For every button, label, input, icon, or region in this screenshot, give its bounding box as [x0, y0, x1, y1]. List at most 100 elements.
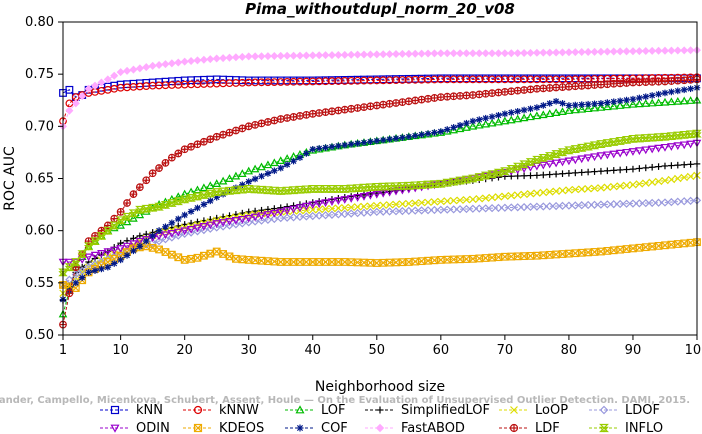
- legend-marker: [375, 423, 385, 433]
- data-point-ldf: [199, 137, 208, 146]
- data-point-kdeos: [635, 243, 644, 252]
- data-point-ldof: [686, 196, 695, 205]
- data-point-fastabod: [295, 51, 304, 60]
- data-point-loop: [597, 184, 605, 192]
- data-point-odin: [289, 205, 298, 214]
- data-point-fastabod: [635, 47, 644, 56]
- data-point-inflo: [628, 134, 638, 144]
- data-point-lof: [590, 103, 599, 112]
- data-point-lof: [218, 176, 228, 185]
- data-point-lof: [673, 96, 683, 105]
- data-point-fastabod: [199, 55, 208, 64]
- data-point-cof: [655, 90, 662, 98]
- data-point-inflo: [250, 185, 260, 194]
- data-point-cof: [540, 102, 547, 109]
- data-point-ldf: [417, 95, 426, 104]
- series-fastabod: [58, 46, 702, 131]
- legend-item-lof: LOF: [285, 403, 346, 418]
- data-point-cof: [533, 104, 541, 111]
- data-point-ldof: [596, 200, 606, 209]
- data-point-ldof: [263, 215, 273, 224]
- data-point-fastabod: [244, 52, 253, 61]
- data-point-loop: [616, 182, 624, 190]
- data-point-inflo: [295, 185, 305, 195]
- data-point-cof: [597, 100, 605, 107]
- data-point-cof: [130, 247, 137, 255]
- data-point-fastabod: [603, 47, 612, 56]
- data-point-loop: [629, 181, 637, 189]
- data-point-kdeos: [366, 258, 375, 267]
- data-point-kdeos: [392, 258, 400, 267]
- data-point-odin: [391, 187, 401, 196]
- data-point-fastabod: [532, 48, 541, 57]
- data-point-fastabod: [526, 48, 535, 57]
- data-point-lof: [596, 103, 606, 111]
- data-point-lof: [468, 121, 478, 130]
- data-point-loop: [533, 189, 541, 197]
- data-point-fastabod: [103, 75, 112, 84]
- data-point-cof: [117, 256, 124, 264]
- data-point-ldf: [571, 82, 580, 91]
- data-point-inflo: [71, 258, 81, 267]
- data-point-cof: [373, 137, 381, 145]
- data-point-loop: [366, 202, 375, 210]
- data-point-odin: [551, 159, 561, 168]
- data-point-odin: [628, 148, 638, 156]
- data-point-cof: [578, 101, 586, 108]
- series-cof: [59, 84, 701, 303]
- data-point-cof: [604, 99, 611, 106]
- data-point-ldf: [443, 92, 452, 101]
- data-point-simplifiedlof: [668, 162, 675, 169]
- data-point-cof: [469, 117, 477, 125]
- data-point-kdeos: [167, 250, 176, 259]
- data-point-lof: [455, 124, 465, 133]
- data-point-cof: [674, 87, 682, 95]
- data-point-cof: [399, 134, 406, 141]
- data-point-fastabod: [584, 47, 593, 56]
- data-point-kdeos: [155, 245, 163, 254]
- data-point-ldof: [551, 201, 561, 211]
- data-point-inflo: [333, 185, 344, 194]
- data-point-ldof: [231, 220, 241, 229]
- data-point-inflo: [365, 183, 376, 192]
- data-point-cof: [386, 135, 393, 143]
- data-point-ldof: [154, 236, 164, 246]
- data-point-inflo: [282, 186, 292, 195]
- data-point-cof: [251, 175, 259, 183]
- data-point-ldf: [584, 81, 593, 90]
- data-point-odin: [596, 152, 606, 161]
- data-point-inflo: [115, 216, 126, 225]
- data-point-ldf: [372, 101, 381, 110]
- data-point-ldf: [129, 190, 138, 199]
- data-point-odin: [442, 179, 452, 188]
- data-point-simplifiedlof: [674, 161, 682, 169]
- data-point-inflo: [500, 167, 510, 176]
- data-point-lof: [545, 109, 555, 118]
- data-point-ldof: [404, 206, 413, 215]
- data-point-ldf: [155, 164, 163, 172]
- legend-label: KDEOS: [219, 421, 264, 434]
- legend-item-inflo: INFLO: [589, 421, 663, 434]
- data-point-inflo: [141, 204, 152, 213]
- data-point-cof: [463, 119, 470, 127]
- data-point-ldf: [264, 118, 272, 126]
- data-point-loop: [610, 182, 618, 191]
- data-point-odin: [615, 149, 625, 158]
- data-point-ldf: [436, 93, 445, 102]
- data-point-simplifiedlof: [245, 208, 253, 216]
- data-point-cof: [431, 129, 438, 136]
- data-point-lof: [263, 160, 273, 169]
- data-point-loop: [584, 185, 592, 193]
- data-point-odin: [583, 154, 593, 163]
- data-point-inflo: [218, 187, 228, 196]
- data-point-ldf: [673, 76, 682, 85]
- data-point-inflo: [154, 202, 164, 211]
- data-point-ldf: [526, 85, 535, 94]
- data-point-loop: [353, 203, 362, 211]
- data-point-inflo: [147, 203, 158, 212]
- data-point-cof: [443, 126, 451, 133]
- legend-label: INFLO: [625, 421, 663, 434]
- data-point-ldf: [232, 126, 240, 135]
- data-point-fastabod: [596, 47, 605, 56]
